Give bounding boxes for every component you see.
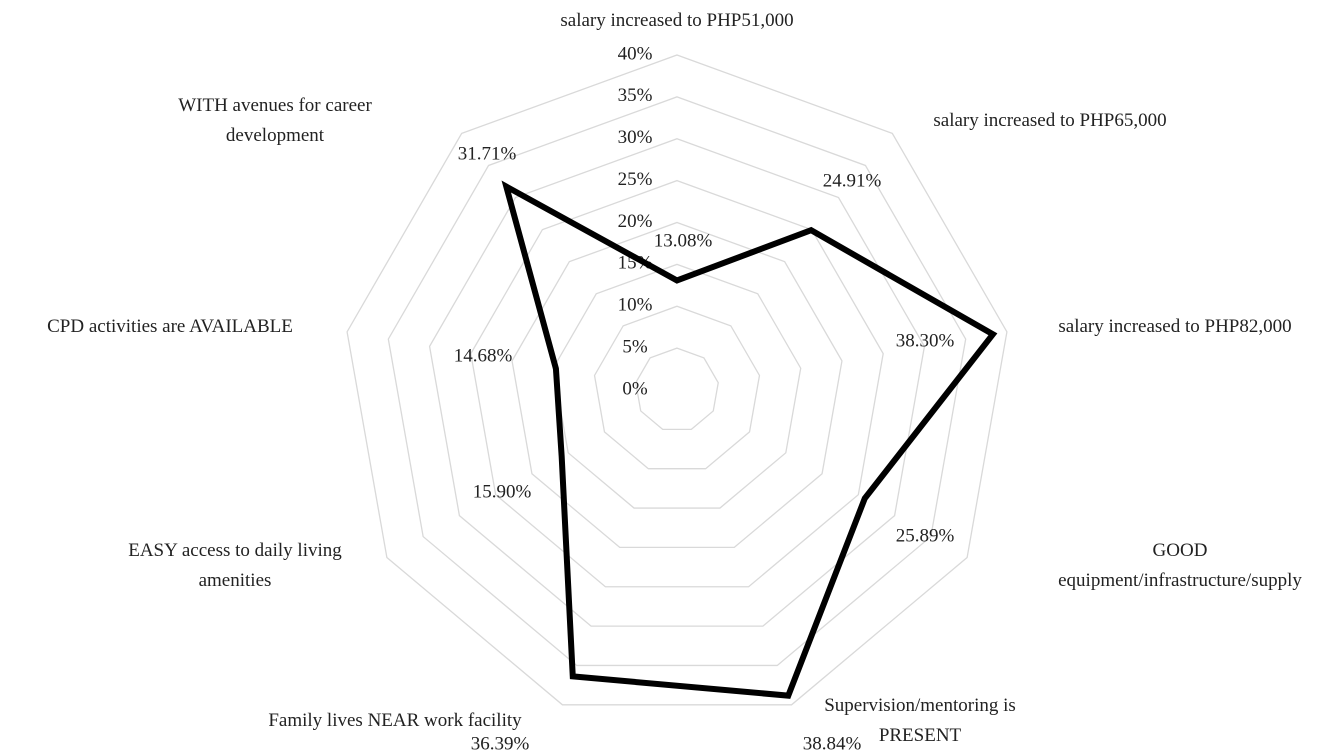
data-label: 31.71% bbox=[458, 143, 517, 164]
series-line bbox=[501, 180, 998, 699]
data-label: 24.91% bbox=[823, 170, 882, 191]
y-tick-label: 15% bbox=[618, 253, 653, 274]
y-tick-label: 0% bbox=[622, 378, 648, 399]
category-label: EASY access to daily living amenities bbox=[128, 540, 342, 591]
data-label: 38.30% bbox=[896, 330, 955, 351]
data-label: 15.90% bbox=[473, 481, 532, 502]
data-label: 14.68% bbox=[454, 345, 513, 366]
category-label: salary increased to PHP82,000 bbox=[1058, 316, 1291, 337]
y-tick-label: 40% bbox=[618, 43, 653, 64]
grid-ring bbox=[470, 179, 884, 588]
grid-ring bbox=[552, 263, 802, 509]
category-label: salary increased to PHP51,000 bbox=[560, 10, 793, 31]
y-tick-label: 30% bbox=[618, 127, 653, 148]
y-tick-label: 5% bbox=[622, 336, 648, 357]
data-label: 25.89% bbox=[896, 525, 955, 546]
grid-ring bbox=[346, 54, 1008, 706]
grid-ring bbox=[428, 138, 926, 627]
y-tick-label: 25% bbox=[618, 169, 653, 190]
grid-ring bbox=[635, 347, 719, 430]
category-label: WITH avenues for career development bbox=[178, 95, 372, 146]
data-label: 38.84% bbox=[803, 733, 862, 754]
y-tick-label: 35% bbox=[618, 85, 653, 106]
category-label: CPD activities are AVAILABLE bbox=[47, 316, 293, 337]
data-label: 13.08% bbox=[654, 230, 713, 251]
category-label: salary increased to PHP65,000 bbox=[933, 110, 1166, 131]
grid-ring bbox=[387, 96, 967, 667]
category-label: Supervision/mentoring is PRESENT bbox=[824, 695, 1016, 746]
y-tick-label: 20% bbox=[618, 211, 653, 232]
category-label: Family lives NEAR work facility bbox=[268, 710, 522, 731]
category-label: GOOD equipment/infrastructure/supply bbox=[1058, 540, 1302, 591]
data-label: 36.39% bbox=[471, 733, 530, 754]
grid-ring bbox=[593, 305, 761, 470]
y-tick-label: 10% bbox=[618, 295, 653, 316]
